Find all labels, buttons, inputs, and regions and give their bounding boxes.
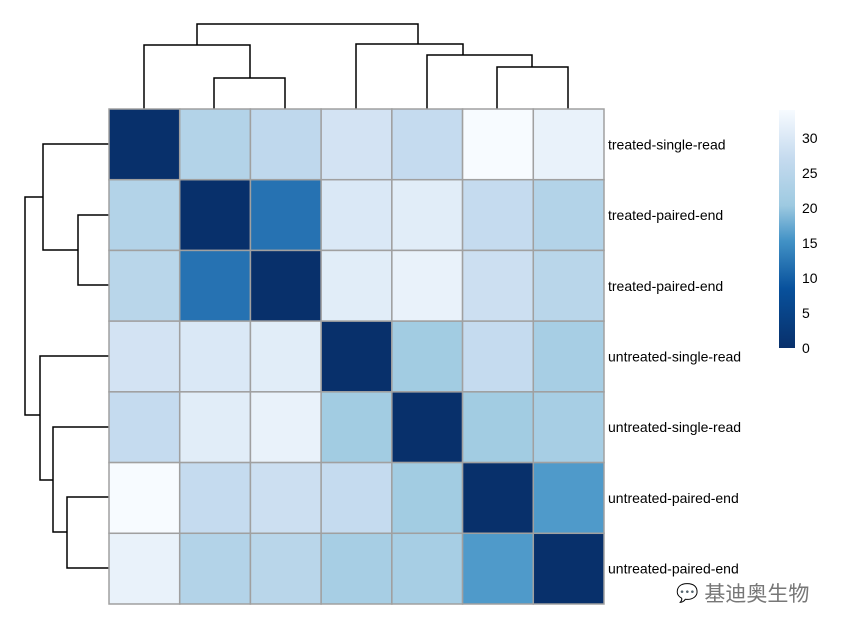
heatmap-cell <box>178 320 252 393</box>
heatmap-cell <box>391 178 464 252</box>
heatmap-cell <box>461 249 535 322</box>
heatmap-cell <box>532 249 605 322</box>
legend-tick-label: 25 <box>802 165 818 181</box>
heatmap-cell <box>532 320 605 393</box>
heatmap-cell <box>108 249 181 322</box>
heatmap-cell <box>320 391 393 464</box>
column-dendrogram <box>143 23 569 109</box>
color-legend-bar <box>779 110 795 348</box>
row-label: untreated-single-read <box>608 349 741 365</box>
wechat-icon: 💬 <box>676 582 699 604</box>
row-label: treated-single-read <box>608 136 726 152</box>
heatmap-cell <box>320 249 393 322</box>
heatmap-cell <box>178 532 252 605</box>
heatmap-cell <box>178 108 252 181</box>
heatmap-cell <box>108 461 181 535</box>
heatmap-cell <box>461 461 535 535</box>
heatmap-cell <box>461 108 535 181</box>
row-label: untreated-paired-end <box>608 490 739 506</box>
heatmap-cell <box>532 391 605 464</box>
heatmap-cell <box>249 178 322 252</box>
legend-tick-label: 15 <box>802 235 818 251</box>
heatmap-cell <box>391 391 464 464</box>
watermark-text: 基迪奥生物 <box>704 582 810 606</box>
heatmap-cell <box>532 178 605 252</box>
heatmap-cell <box>249 461 322 535</box>
watermark: 💬 基迪奥生物 <box>676 578 809 608</box>
legend-tick-label: 30 <box>802 130 818 146</box>
heatmap-cell <box>391 249 464 322</box>
heatmap-cell <box>249 320 322 393</box>
heatmap-cell <box>320 320 393 393</box>
heatmap-cell <box>108 178 181 252</box>
row-label: untreated-paired-end <box>608 561 739 577</box>
legend-tick-label: 5 <box>802 305 810 321</box>
heatmap-cell <box>461 532 535 605</box>
heatmap-cell <box>461 178 535 252</box>
heatmap-cell <box>320 178 393 252</box>
heatmap-cell <box>320 532 393 605</box>
legend-tick-label: 0 <box>802 340 810 356</box>
legend-tick-label: 10 <box>802 270 818 286</box>
heatmap-cell <box>532 461 605 535</box>
heatmap-cell <box>461 391 535 464</box>
heatmap-cell <box>320 461 393 535</box>
heatmap-cell <box>532 108 605 181</box>
heatmap-cell <box>108 108 181 181</box>
heatmap-cell <box>249 108 322 181</box>
heatmap-cell <box>320 108 393 181</box>
heatmap-cell <box>391 461 464 535</box>
heatmap-cell <box>108 532 181 605</box>
heatmap-cell <box>249 249 322 322</box>
heatmap-cell <box>391 320 464 393</box>
heatmap-cell <box>108 391 181 464</box>
heatmap-cell <box>391 532 464 605</box>
heatmap-cell <box>178 178 252 252</box>
legend-tick-label: 20 <box>802 200 818 216</box>
row-dendrogram <box>24 143 109 569</box>
heatmap-cell <box>108 320 181 393</box>
heatmap-cell <box>532 532 605 605</box>
heatmap-cell <box>178 249 252 322</box>
row-label: treated-paired-end <box>608 207 723 223</box>
heatmap-cell <box>178 461 252 535</box>
heatmap-cell <box>461 320 535 393</box>
heatmap-cell <box>249 391 322 464</box>
row-label: untreated-single-read <box>608 419 741 435</box>
heatmap-cell <box>249 532 322 605</box>
heatmap-cell <box>391 108 464 181</box>
heatmap-cell <box>178 391 252 464</box>
row-label: treated-paired-end <box>608 278 723 294</box>
